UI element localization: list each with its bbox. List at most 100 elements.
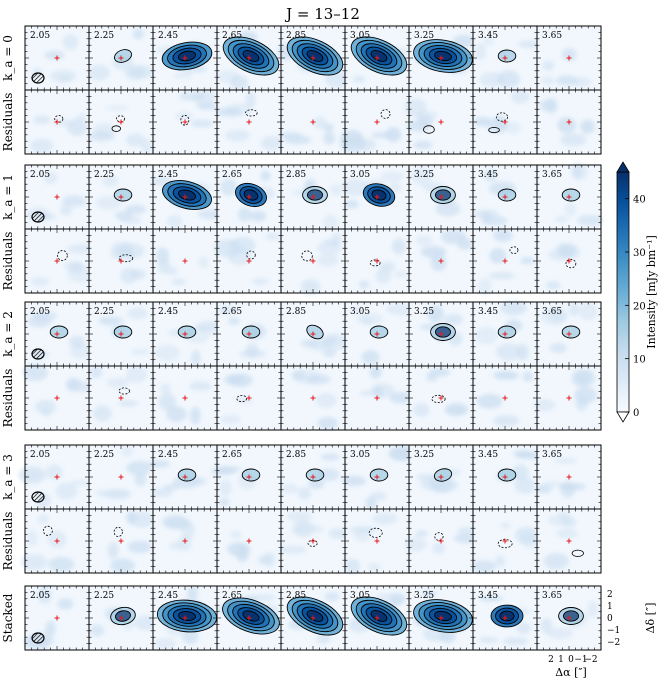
- noise-blob: [66, 265, 94, 283]
- noise-blob: [478, 277, 492, 295]
- noise-blob: [110, 558, 136, 574]
- emission-contours: [113, 188, 133, 202]
- noise-blob: [229, 530, 242, 539]
- channel-panel: [472, 365, 538, 431]
- noise-blob: [495, 343, 522, 361]
- residual-contour: [113, 526, 123, 537]
- emission-contours: [430, 186, 456, 204]
- noise-field: [89, 366, 147, 422]
- noise-blob: [214, 239, 241, 258]
- contour-level: [306, 189, 324, 201]
- noise-field: [158, 381, 212, 425]
- contour-level: [371, 189, 387, 201]
- velocity-label: 3.25: [414, 31, 434, 41]
- noise-blob: [104, 104, 129, 111]
- channel-panel: 2.45: [148, 444, 218, 510]
- noise-blob: [211, 467, 237, 476]
- emission-contours: [235, 182, 267, 208]
- colorbar-label: Intensity [mJy bm⁻¹]: [645, 235, 658, 349]
- noise-blob: [88, 64, 111, 81]
- noise-blob: [340, 134, 366, 153]
- noise-blob: [66, 243, 95, 255]
- row-label: k_a = 3: [1, 454, 15, 500]
- channel-panel: [215, 89, 283, 155]
- contour-level: [177, 468, 197, 482]
- noise-blob: [278, 545, 307, 555]
- noise-blob: [479, 595, 504, 602]
- velocity-label: 3.45: [478, 307, 498, 317]
- noise-blob: [250, 210, 267, 222]
- channel-panel: [278, 508, 348, 574]
- noise-blob: [95, 195, 122, 210]
- contour-level: [497, 188, 517, 202]
- noise-blob: [516, 622, 532, 635]
- noise-blob: [370, 491, 387, 501]
- noise-blob: [323, 123, 335, 133]
- noise-field: [300, 232, 342, 295]
- noise-blob: [44, 50, 65, 60]
- emission-contours: [222, 597, 280, 635]
- channel-panel: 3.45: [472, 444, 544, 510]
- noise-blob: [186, 585, 198, 600]
- noise-blob: [166, 406, 187, 422]
- velocity-label: 2.65: [222, 307, 242, 317]
- beam-ellipse: [31, 72, 45, 84]
- noise-field: [300, 333, 348, 358]
- noise-field: [291, 369, 338, 430]
- channel-panel: [536, 228, 602, 294]
- row-label: k_a = 0: [1, 35, 15, 81]
- noise-blob: [43, 171, 58, 185]
- noise-blob: [260, 135, 283, 151]
- channel-panel: 3.65: [536, 162, 604, 230]
- noise-field: [476, 371, 533, 427]
- noise-blob: [483, 168, 498, 182]
- noise-blob: [380, 171, 404, 182]
- residual-contour: [180, 114, 190, 126]
- channel-panel: 3.05: [344, 301, 414, 367]
- emission-contours: [306, 324, 324, 340]
- noise-blob: [60, 204, 72, 216]
- residual-contour: [236, 395, 248, 403]
- channel-panel: [536, 89, 602, 155]
- x-axis-label: Δα [″]: [555, 666, 587, 679]
- noise-field: [415, 229, 473, 272]
- noise-blob: [391, 238, 406, 255]
- velocity-label: 2.25: [94, 450, 114, 460]
- noise-blob: [577, 214, 604, 226]
- noise-blob: [540, 75, 555, 86]
- noise-blob: [323, 238, 338, 247]
- velocity-label: 2.25: [94, 170, 114, 180]
- emission-contours: [497, 188, 517, 202]
- residual-contour: [245, 109, 258, 117]
- noise-blob: [279, 131, 302, 139]
- contour-level: [115, 610, 131, 622]
- noise-blob: [427, 305, 444, 323]
- noise-blob: [444, 402, 469, 417]
- velocity-label: 3.65: [542, 31, 562, 41]
- noise-field: [155, 247, 209, 286]
- noise-blob: [345, 199, 360, 209]
- row-label: k_a = 2: [1, 311, 15, 357]
- emission-contours: [162, 180, 212, 210]
- noise-blob: [549, 342, 568, 354]
- noise-blob: [471, 560, 497, 574]
- noise-blob: [158, 392, 176, 411]
- noise-field: [30, 243, 95, 287]
- channel-panel: 3.25: [408, 301, 474, 367]
- noise-blob: [220, 178, 238, 196]
- velocity-label: 3.65: [542, 450, 562, 460]
- noise-blob: [569, 302, 580, 317]
- noise-blob: [162, 484, 180, 491]
- channel-panel: 2.65: [211, 444, 282, 510]
- noise-blob: [502, 637, 529, 646]
- noise-blob: [124, 204, 147, 215]
- noise-blob: [92, 405, 112, 422]
- emission-contours: [497, 468, 517, 482]
- noise-blob: [37, 514, 50, 524]
- emission-contours: [350, 596, 408, 636]
- noise-blob: [361, 349, 380, 365]
- noise-blob: [522, 371, 533, 382]
- contour-level: [561, 325, 581, 339]
- velocity-label: 2.25: [94, 307, 114, 317]
- channel-panel: [344, 365, 412, 431]
